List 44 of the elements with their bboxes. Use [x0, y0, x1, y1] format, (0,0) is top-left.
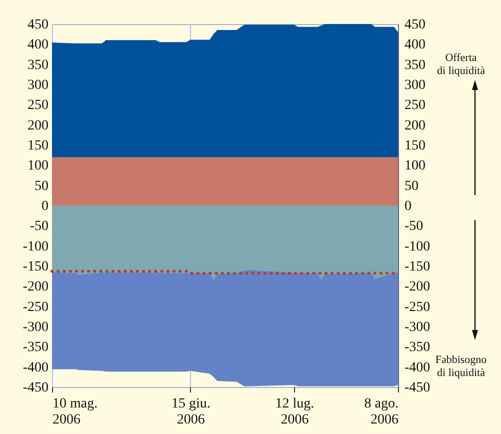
y2-tick-label: -100	[404, 239, 430, 254]
y2-tick-label: 50	[404, 178, 418, 194]
y-tick-label: -100	[22, 239, 48, 254]
y-tick-label: -350	[22, 340, 48, 356]
y-tick-label: -450	[22, 380, 48, 396]
y2-tick-label: -300	[404, 320, 430, 335]
y2-tick-label: 450	[404, 18, 426, 32]
text: Offerta di liquidità	[437, 52, 486, 77]
y2-tick-label: 400	[404, 38, 426, 53]
y2-tick-label: -450	[404, 380, 430, 396]
y-tick-label: -200	[22, 280, 48, 295]
x-tick-label: 10 mag. 2006	[52, 396, 98, 428]
y-tick-label: 450	[28, 18, 48, 32]
y2-tick-label: -400	[404, 360, 430, 376]
y2-tick-label: -250	[404, 300, 430, 315]
y-tick-label: -50	[30, 219, 48, 234]
y2-tick-label: 0	[404, 199, 412, 214]
y2-tick-label: 100	[404, 158, 426, 174]
y2-tick-label: 250	[404, 98, 426, 114]
y-tick-label: 350	[28, 58, 48, 73]
y2-tick-label: -350	[404, 340, 430, 356]
x-tick-label: 15 giu. 2006	[171, 396, 210, 428]
y2-tick-label: 150	[404, 138, 426, 154]
y-tick-label: 400	[28, 38, 48, 53]
y-tick-label: -250	[22, 300, 48, 315]
text: Fabbisogno di liquidità	[435, 354, 488, 379]
y-tick-label: 100	[28, 158, 48, 174]
y-tick-label: 50	[34, 178, 48, 194]
y-tick-label: 150	[28, 138, 48, 154]
y-tick-label: -300	[22, 320, 48, 335]
y-tick-label: 250	[28, 98, 48, 114]
y2-tick-label: 300	[404, 78, 426, 93]
y2-tick-label: -50	[404, 219, 424, 234]
y2-tick-label: -200	[404, 280, 430, 295]
y2-tick-label: -150	[404, 260, 430, 274]
y2-tick-label: 350	[404, 58, 426, 73]
x-tick-label: 12 lug. 2006	[275, 396, 314, 428]
y-tick-label: 0	[42, 199, 48, 214]
y-tick-label: -150	[22, 260, 48, 274]
y2-tick-label: 200	[404, 118, 426, 134]
y-tick-label: 200	[28, 118, 48, 134]
y-tick-label: -400	[22, 360, 48, 376]
x-tick-label: 8 ago. 2006	[364, 396, 398, 428]
y-tick-label: 300	[28, 78, 48, 93]
